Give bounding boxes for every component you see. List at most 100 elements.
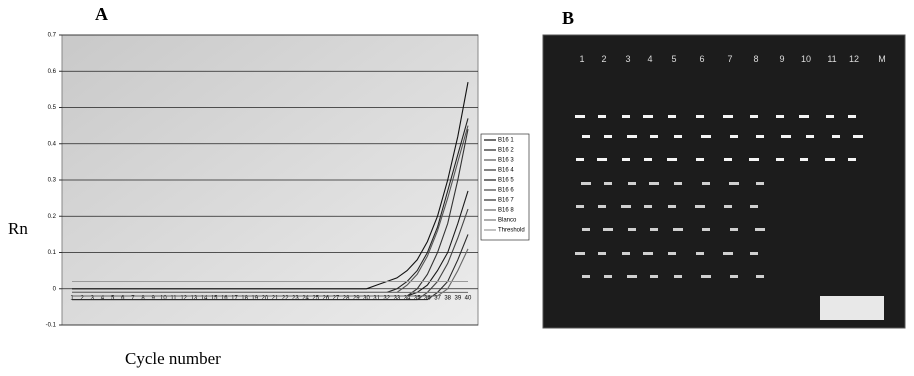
gel-band bbox=[668, 205, 676, 208]
gel-band bbox=[575, 252, 585, 255]
gel-band bbox=[848, 115, 856, 118]
lane-label: 8 bbox=[753, 54, 758, 64]
gel-band bbox=[696, 158, 704, 161]
gel-band bbox=[848, 158, 856, 161]
gel-band bbox=[750, 205, 758, 208]
y-tick-label: 0.3 bbox=[48, 178, 57, 184]
gel-band bbox=[756, 135, 764, 138]
gel-band bbox=[667, 158, 677, 161]
gel-band bbox=[604, 135, 612, 138]
y-tick-label: 0.2 bbox=[48, 214, 57, 220]
gel-band bbox=[702, 228, 710, 231]
gel-band bbox=[627, 135, 637, 138]
gel-band bbox=[702, 182, 710, 185]
y-tick-label: 0.1 bbox=[48, 250, 57, 256]
gel-band bbox=[627, 275, 637, 278]
gel-band bbox=[723, 115, 733, 118]
gel-band bbox=[649, 182, 659, 185]
y-tick-label: 0.6 bbox=[48, 69, 57, 75]
gel-band bbox=[581, 182, 591, 185]
gel-band bbox=[756, 182, 764, 185]
gel-band bbox=[776, 158, 784, 161]
gel-band bbox=[674, 275, 682, 278]
gel-band bbox=[729, 182, 739, 185]
gel-band bbox=[575, 115, 585, 118]
y-tick-label: 0.5 bbox=[48, 105, 57, 111]
legend-label: B16 2 bbox=[498, 148, 514, 154]
gel-band bbox=[598, 115, 606, 118]
lane-label: M bbox=[878, 54, 886, 64]
gel-band bbox=[799, 115, 809, 118]
gel-band bbox=[696, 252, 704, 255]
gel-band bbox=[806, 135, 814, 138]
x-tick-label: 40 bbox=[465, 295, 472, 301]
lane-label: 11 bbox=[827, 54, 836, 64]
legend-label: B16 8 bbox=[498, 208, 514, 214]
x-tick-label: 39 bbox=[455, 295, 462, 301]
gel-band bbox=[723, 252, 733, 255]
gel-band bbox=[582, 275, 590, 278]
gel-band bbox=[643, 115, 653, 118]
lane-label: 6 bbox=[699, 54, 704, 64]
gel-band bbox=[724, 158, 732, 161]
gel-band bbox=[826, 115, 834, 118]
gel-band bbox=[643, 252, 653, 255]
gel-band bbox=[696, 115, 704, 118]
y-axis-label: Rn bbox=[8, 219, 28, 238]
gel-band bbox=[576, 205, 584, 208]
legend-label: B16 3 bbox=[498, 158, 514, 164]
gel-band bbox=[750, 252, 758, 255]
gel-band bbox=[756, 275, 764, 278]
gel-band bbox=[701, 275, 711, 278]
lane-label: 9 bbox=[779, 54, 784, 64]
gel-band bbox=[755, 228, 765, 231]
gel-band bbox=[730, 275, 738, 278]
gel-band bbox=[673, 228, 683, 231]
gel-band bbox=[730, 135, 738, 138]
gel-band bbox=[622, 158, 630, 161]
y-tick-label: 0 bbox=[53, 286, 57, 292]
legend-label: Threshold bbox=[498, 228, 525, 234]
gel-band bbox=[650, 275, 658, 278]
y-tick-label: -0.1 bbox=[46, 323, 57, 329]
lane-label: 12 bbox=[849, 54, 859, 64]
gel-band bbox=[598, 252, 606, 255]
lane-label: 2 bbox=[601, 54, 606, 64]
gel-band bbox=[597, 158, 607, 161]
panel-label: B bbox=[562, 8, 574, 28]
gel-band bbox=[582, 228, 590, 231]
gel-band bbox=[730, 228, 738, 231]
gel-band bbox=[644, 158, 652, 161]
gel-band bbox=[622, 252, 630, 255]
legend-label: Blanco bbox=[498, 218, 517, 224]
gel-band bbox=[622, 115, 630, 118]
gel-band bbox=[781, 135, 791, 138]
gel-band bbox=[825, 158, 835, 161]
lane-label: 10 bbox=[801, 54, 811, 64]
lane-label: 7 bbox=[727, 54, 732, 64]
gel-band bbox=[800, 158, 808, 161]
legend-label: B16 5 bbox=[498, 178, 514, 184]
gel-band bbox=[695, 205, 705, 208]
gel-band bbox=[644, 205, 652, 208]
gel-band bbox=[668, 252, 676, 255]
gel-band bbox=[668, 115, 676, 118]
legend-label: B16 4 bbox=[498, 168, 514, 174]
lane-label: 1 bbox=[579, 54, 584, 64]
legend-label: B16 1 bbox=[498, 138, 514, 144]
gel-band bbox=[776, 115, 784, 118]
lane-label: 3 bbox=[625, 54, 630, 64]
lane-label: 4 bbox=[647, 54, 652, 64]
gel-band bbox=[650, 228, 658, 231]
gel-band bbox=[628, 182, 636, 185]
y-tick-label: 0.4 bbox=[48, 141, 57, 147]
gel-band bbox=[576, 158, 584, 161]
gel-band bbox=[749, 158, 759, 161]
gel-band bbox=[582, 135, 590, 138]
gel-sticker bbox=[820, 296, 884, 320]
gel-band bbox=[674, 135, 682, 138]
gel-band bbox=[621, 205, 631, 208]
lane-label: 5 bbox=[671, 54, 676, 64]
gel-band bbox=[604, 182, 612, 185]
gel-band bbox=[853, 135, 863, 138]
